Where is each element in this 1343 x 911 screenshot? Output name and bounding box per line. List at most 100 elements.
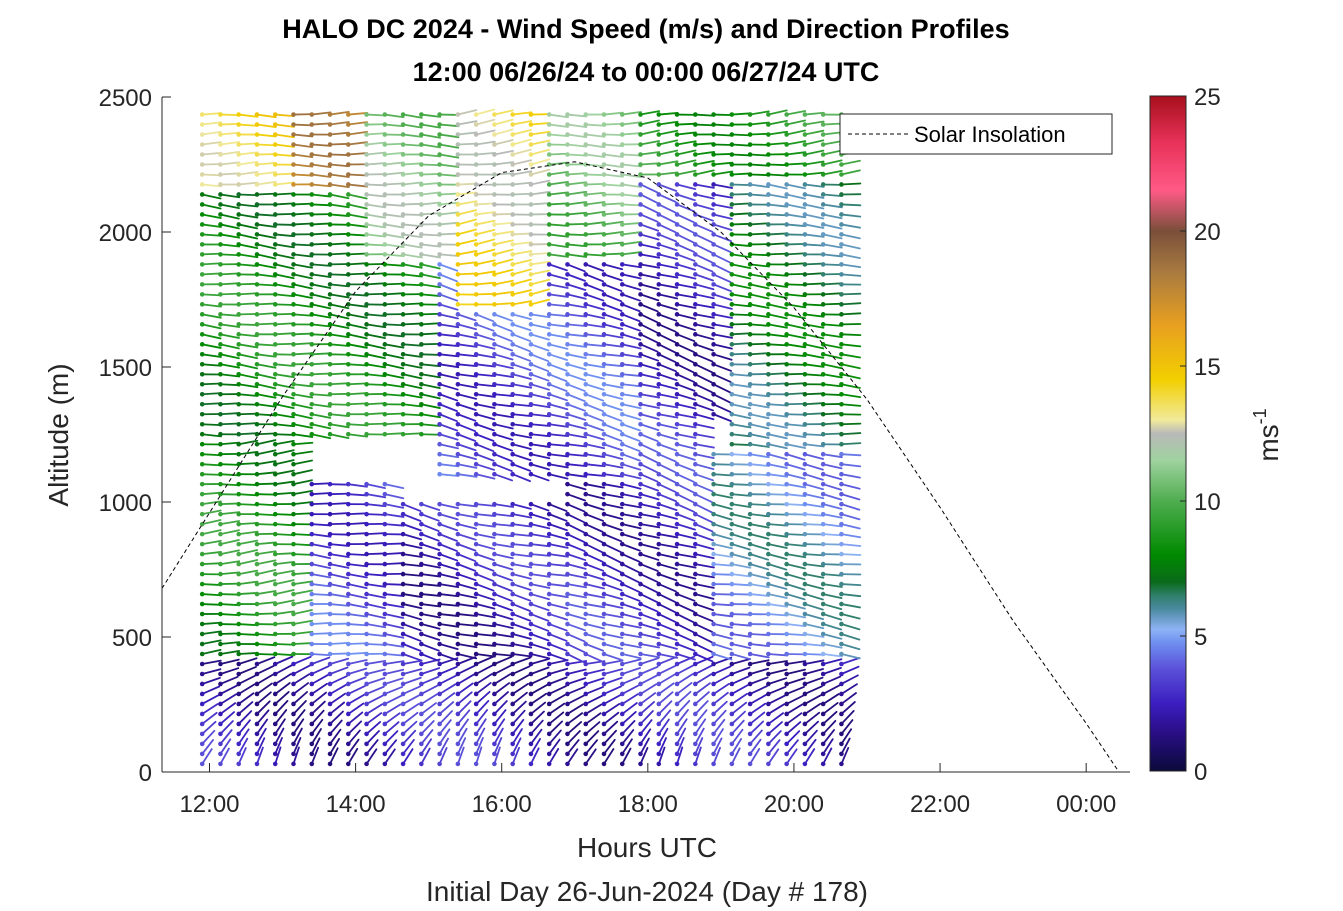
- wind-barb-dot: [254, 631, 260, 637]
- wind-barb-dot: [601, 152, 607, 157]
- wind-barb: [730, 393, 752, 399]
- wind-barb: [237, 710, 253, 725]
- wind-barb: [256, 559, 277, 565]
- wind-barb: [365, 292, 387, 296]
- wind-barb: [657, 233, 678, 243]
- wind-barb: [785, 573, 806, 581]
- wind-barb: [365, 343, 386, 350]
- wind-barb-dot: [199, 561, 205, 567]
- wind-barb: [767, 343, 789, 347]
- wind-barb-dot: [619, 252, 625, 257]
- wind-barb: [566, 463, 588, 468]
- wind-barb: [438, 563, 459, 571]
- wind-barb: [803, 262, 825, 266]
- wind-barb-dot: [473, 571, 479, 577]
- wind-barb: [292, 263, 314, 269]
- wind-barb: [639, 343, 659, 353]
- wind-barb: [712, 563, 734, 567]
- wind-barb-dot: [711, 122, 716, 127]
- wind-barb-dot: [601, 671, 607, 677]
- wind-barb-dot: [638, 471, 643, 477]
- wind-barb-dot: [345, 501, 351, 507]
- wind-barb-dot: [437, 232, 442, 237]
- wind-barb-dot: [437, 701, 442, 707]
- wind-barb: [219, 571, 241, 575]
- wind-barb-dot: [839, 401, 844, 407]
- wind-barb-dot: [236, 112, 242, 117]
- wind-barb-dot: [565, 262, 570, 267]
- wind-barb: [584, 493, 605, 500]
- wind-barb: [347, 659, 368, 665]
- wind-barb-dot: [820, 112, 826, 117]
- wind-barb-dot: [565, 571, 570, 577]
- wind-barb: [603, 513, 624, 520]
- wind-barb-dot: [729, 122, 735, 127]
- wind-barb: [402, 373, 423, 380]
- wind-barb-dot: [638, 651, 643, 657]
- wind-barb: [274, 655, 294, 665]
- wind-barb: [438, 633, 460, 639]
- wind-barb: [621, 729, 635, 745]
- wind-barb-dot: [839, 681, 844, 687]
- wind-barb-dot: [601, 731, 607, 737]
- wind-barb-dot: [492, 371, 497, 377]
- wind-barb: [310, 313, 332, 319]
- wind-barb-dot: [327, 411, 333, 417]
- wind-barb: [530, 288, 551, 296]
- wind-barb-dot: [492, 661, 497, 667]
- wind-barb-dot: [291, 741, 296, 747]
- wind-barb: [621, 483, 642, 490]
- wind-barb-dot: [327, 112, 333, 117]
- wind-barb: [365, 422, 387, 426]
- wind-barb-dot: [345, 651, 351, 657]
- wind-barb: [712, 170, 734, 176]
- wind-barb: [749, 738, 762, 755]
- wind-barb-dot: [199, 272, 205, 277]
- wind-barb: [639, 253, 661, 259]
- wind-barb: [548, 513, 568, 522]
- wind-barb-dot: [291, 282, 296, 287]
- wind-barb-dot: [492, 262, 497, 267]
- wind-barb-dot: [345, 411, 351, 417]
- wind-barb-dot: [784, 551, 789, 557]
- wind-barb: [548, 383, 568, 392]
- wind-barb: [548, 403, 569, 411]
- wind-barb: [657, 746, 666, 765]
- wind-barb: [730, 493, 752, 497]
- wind-barb-dot: [638, 661, 643, 667]
- wind-barb-dot: [674, 371, 680, 377]
- wind-barb-dot: [674, 332, 680, 337]
- wind-barb-dot: [327, 401, 333, 407]
- wind-barb: [420, 312, 442, 316]
- wind-barb: [201, 313, 222, 319]
- wind-barb: [511, 653, 533, 658]
- wind-barb-dot: [784, 421, 789, 427]
- wind-barb-dot: [601, 122, 607, 127]
- wind-barb: [511, 383, 533, 389]
- wind-barb-dot: [236, 611, 242, 617]
- wind-barb-dot: [199, 172, 205, 177]
- wind-barb-dot: [839, 551, 844, 557]
- wind-barb: [383, 203, 405, 207]
- wind-barb-dot: [199, 541, 205, 547]
- wind-barb-dot: [638, 431, 643, 437]
- wind-barb-dot: [345, 202, 351, 207]
- wind-barb: [292, 303, 314, 308]
- wind-barb-dot: [382, 162, 388, 167]
- wind-barb: [639, 463, 659, 474]
- wind-barb-dot: [820, 671, 826, 677]
- wind-barb: [621, 433, 641, 442]
- wind-barb: [219, 161, 241, 166]
- wind-barb: [456, 313, 477, 322]
- wind-barb: [822, 658, 843, 665]
- wind-barb-dot: [199, 262, 205, 267]
- wind-barb: [347, 532, 369, 536]
- wind-barb: [420, 133, 441, 139]
- wind-barb: [639, 119, 660, 126]
- wind-barb-dot: [345, 531, 351, 537]
- wind-barb-dot: [455, 322, 461, 327]
- wind-barb: [822, 473, 843, 481]
- wind-barb: [237, 692, 255, 705]
- wind-barb-dot: [236, 292, 242, 297]
- wind-barb: [694, 113, 716, 117]
